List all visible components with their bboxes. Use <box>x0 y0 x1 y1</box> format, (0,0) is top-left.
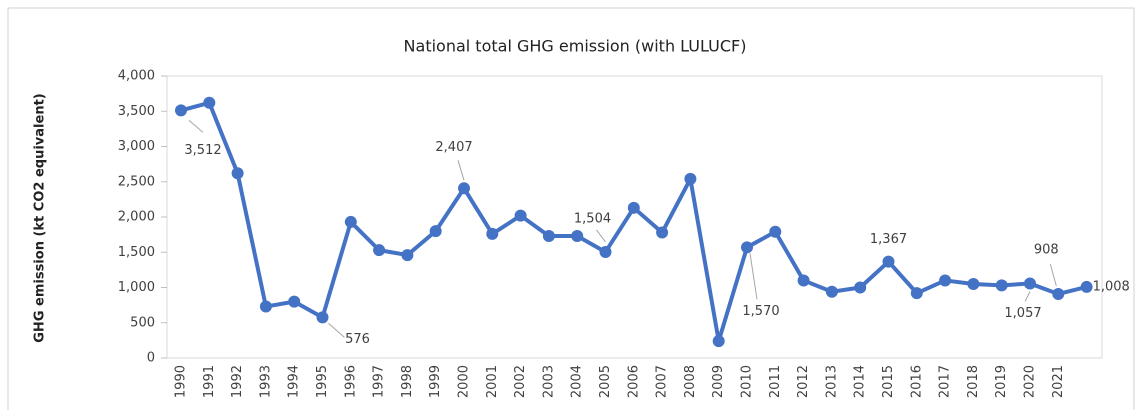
point <box>316 311 329 324</box>
point <box>797 274 810 287</box>
chart-frame <box>7 7 1135 410</box>
y-axis-label: GHG emission (kt CO2 equivalent) <box>33 93 48 342</box>
x-tick-label: 2006 <box>626 365 641 398</box>
point <box>599 245 612 258</box>
point <box>882 255 895 268</box>
point <box>429 225 442 238</box>
x-tick-label: 2008 <box>683 365 698 398</box>
y-tick-label: 1,500 <box>118 245 155 260</box>
point <box>712 335 725 348</box>
data-label: 1,008 <box>1093 279 1130 294</box>
x-tick-label: 2012 <box>796 365 811 398</box>
x-tick-label: 2001 <box>485 365 500 398</box>
point <box>542 230 555 243</box>
x-tick-label: 2014 <box>853 365 868 398</box>
x-tick-label: 2010 <box>740 365 755 398</box>
x-tick-label: 2007 <box>655 365 670 398</box>
x-tick-label: 2016 <box>909 365 924 398</box>
point <box>656 226 669 239</box>
data-label: 3,512 <box>184 143 221 158</box>
x-tick-label: 1999 <box>428 365 443 398</box>
leader-line <box>188 120 204 133</box>
leader-line <box>1049 263 1057 287</box>
point <box>627 201 640 214</box>
point <box>1052 287 1065 300</box>
x-tick-label: 2013 <box>824 365 839 398</box>
data-label: 1,570 <box>742 304 779 319</box>
point <box>231 167 244 180</box>
x-tick-label: 2002 <box>513 365 528 398</box>
x-tick-label: 2005 <box>598 365 613 398</box>
point <box>458 182 470 195</box>
y-tick-label: 1,000 <box>118 280 155 295</box>
leader-line <box>328 323 345 338</box>
x-tick-label: 2021 <box>1051 365 1066 398</box>
point <box>854 281 867 294</box>
point <box>486 227 499 240</box>
y-tick-label: 3,000 <box>118 139 155 154</box>
y-tick-label: 3,500 <box>118 104 155 119</box>
x-tick-label: 2011 <box>768 365 783 398</box>
x-tick-label: 1993 <box>258 365 273 398</box>
point <box>571 230 584 243</box>
x-tick-label: 2018 <box>966 365 981 398</box>
x-tick-label: 2000 <box>457 365 472 398</box>
data-label: 1,367 <box>870 232 907 247</box>
point <box>259 300 272 313</box>
point <box>203 96 216 109</box>
leader-line <box>1024 291 1031 302</box>
y-tick-label: 2,500 <box>118 174 155 189</box>
y-tick-label: 0 <box>147 351 155 366</box>
y-tick-label: 4,000 <box>118 69 155 84</box>
x-tick-label: 1995 <box>315 365 330 398</box>
point <box>939 274 952 287</box>
chart-title: National total GHG emission (with LULUCF… <box>404 37 747 56</box>
x-tick-label: 2020 <box>1023 365 1038 398</box>
x-tick-label: 2004 <box>570 365 585 398</box>
x-tick-label: 1996 <box>343 365 358 398</box>
point <box>344 215 357 228</box>
x-tick-label: 1990 <box>174 365 189 398</box>
x-tick-label: 2009 <box>711 365 726 398</box>
point <box>995 279 1008 292</box>
x-tick-label: 1994 <box>287 365 302 398</box>
point <box>401 249 414 262</box>
y-tick-label: 500 <box>130 315 155 330</box>
point <box>741 241 753 254</box>
x-tick-label: 1998 <box>400 365 415 398</box>
x-tick-label: 1991 <box>202 365 217 398</box>
x-tick-label: 1992 <box>230 365 245 398</box>
data-label: 1,504 <box>574 211 611 226</box>
point <box>1080 280 1093 293</box>
data-label: 576 <box>345 332 370 347</box>
point <box>684 172 697 185</box>
data-label: 2,407 <box>435 140 472 155</box>
data-label: 1,057 <box>1004 306 1041 321</box>
point <box>288 295 301 308</box>
leader-line <box>457 160 465 181</box>
data-label: 908 <box>1034 242 1059 257</box>
x-tick-label: 2017 <box>938 365 953 398</box>
point <box>910 287 923 300</box>
point <box>1024 277 1036 290</box>
x-tick-label: 2015 <box>881 365 896 398</box>
point <box>825 285 838 298</box>
x-tick-label: 1997 <box>372 365 387 398</box>
point <box>373 244 386 257</box>
leader-line <box>596 229 606 243</box>
point <box>175 104 187 117</box>
point <box>769 225 782 238</box>
leader-line <box>749 253 758 300</box>
point <box>514 209 527 222</box>
x-tick-label: 2003 <box>541 365 556 398</box>
y-tick-label: 2,000 <box>118 210 155 225</box>
point <box>967 277 980 290</box>
x-tick-label: 2019 <box>994 365 1009 398</box>
